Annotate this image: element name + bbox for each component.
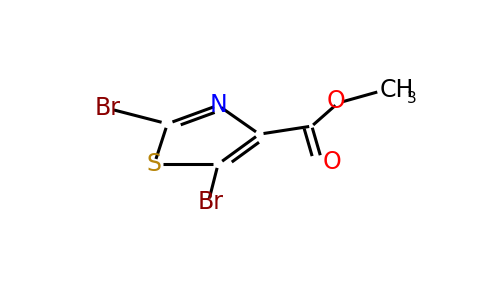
Text: O: O	[323, 150, 342, 174]
Text: N: N	[209, 93, 227, 117]
Text: O: O	[327, 89, 346, 113]
Text: S: S	[147, 152, 162, 176]
Text: CH: CH	[379, 78, 414, 102]
Text: Br: Br	[94, 96, 121, 120]
Text: 3: 3	[407, 91, 416, 106]
Text: Br: Br	[197, 190, 224, 214]
